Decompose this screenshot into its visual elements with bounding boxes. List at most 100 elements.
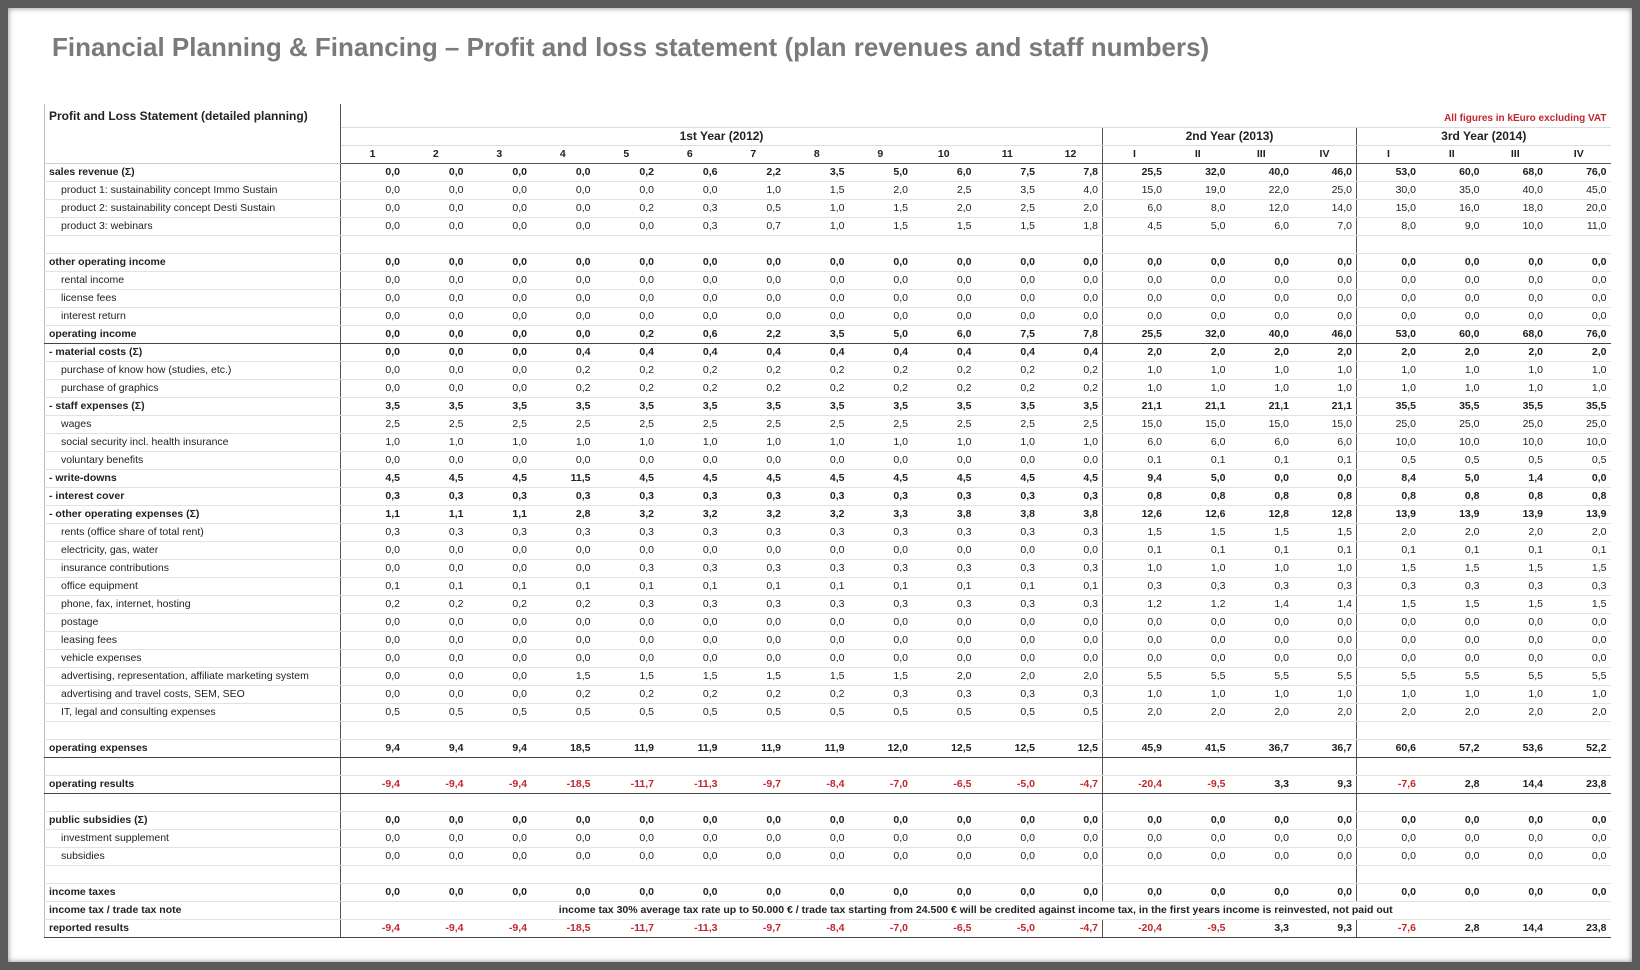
spacer-cell [467,235,531,254]
cell-value: 0,0 [404,343,468,362]
cell-value: 11,0 [1547,217,1611,236]
cell-value: 0,0 [404,883,468,902]
cell-value: 0,8 [1420,487,1484,506]
statement-row: insurance contributions 0,0 0,0 0,0 0,0 0,3 0,… [44,559,1611,578]
cell-value: 0,5 [340,703,404,722]
statement-row: interest return 0,0 0,0 0,0 0,0 0,0 0,0 0,0 0,0 0… [44,307,1611,326]
cell-value: 0,1 [467,577,531,596]
cell-value: 0,0 [1229,649,1293,668]
cell-value: 0,3 [594,559,658,578]
spacer-cell [531,865,595,884]
cell-value: 1,0 [467,433,531,452]
cell-value: 76,0 [1547,163,1611,182]
cell-value: 11,9 [785,739,849,758]
cell-value: 0,0 [340,181,404,200]
spacer-cell [1356,757,1420,776]
cell-value: 5,0 [1420,469,1484,488]
cell-value: 2,0 [975,667,1039,686]
cell-value: 0,1 [721,577,785,596]
cell-value: 0,5 [912,703,976,722]
cell-value: 2,0 [1483,343,1547,362]
cell-value: 2,0 [1293,343,1357,362]
cell-value: 35,5 [1483,397,1547,416]
cell-value: 15,0 [1102,181,1166,200]
spacer-cell [1483,865,1547,884]
column-header: 1 [340,145,404,164]
row-label: IT, legal and consulting expenses [44,703,341,722]
cell-value: 0,5 [848,703,912,722]
spacer-cell [467,793,531,812]
cell-value: 0,0 [1483,613,1547,632]
cell-value: 0,0 [975,631,1039,650]
cell-value: 0,0 [1039,541,1103,560]
cell-value: 0,0 [594,541,658,560]
cell-value: 0,3 [848,487,912,506]
cell-value: 3,5 [975,181,1039,200]
spacer-cell [594,721,658,740]
cell-value: 0,5 [721,199,785,218]
cell-value: 0,0 [340,631,404,650]
cell-value: 0,0 [531,271,595,290]
cell-value: 0,3 [594,523,658,542]
cell-value: 3,5 [658,397,722,416]
cell-value: 0,3 [848,685,912,704]
cell-value: 0,0 [340,847,404,866]
cell-value: 3,5 [975,397,1039,416]
cell-value: 0,0 [1293,631,1357,650]
cell-value: 3,3 [848,505,912,524]
row-label: operating results [44,775,341,794]
cell-value: 2,5 [848,415,912,434]
cell-value: 0,3 [1102,577,1166,596]
spacer-cell [531,235,595,254]
column-header: 10 [912,145,976,164]
statement-row: phone, fax, internet, hosting 0,2 0,2 0,2 0,… [44,595,1611,614]
cell-value: 0,0 [404,829,468,848]
cell-value: 0,0 [785,253,849,272]
cell-value: 2,5 [404,415,468,434]
cell-value: 0,0 [340,199,404,218]
spacer-cell [594,865,658,884]
cell-value: 0,1 [912,577,976,596]
cell-value: 1,0 [1166,685,1230,704]
spacer-cell [975,793,1039,812]
cell-value: 0,0 [1102,271,1166,290]
cell-value: 0,0 [1547,289,1611,308]
row-label: electricity, gas, water [44,541,341,560]
cell-value: 0,0 [594,181,658,200]
spacer-cell [1166,235,1230,254]
spacer-cell [1483,721,1547,740]
spacer-cell [1166,721,1230,740]
cell-value: 1,5 [912,217,976,236]
cell-value: 9,4 [1102,469,1166,488]
spacer-cell [404,235,468,254]
cell-value: 0,3 [1547,577,1611,596]
spacer-cell [1293,757,1357,776]
cell-value: 0,0 [1420,811,1484,830]
cell-value: 0,0 [975,829,1039,848]
cell-value: 0,0 [785,541,849,560]
cell-value: 4,5 [1102,217,1166,236]
cell-value: 0,0 [531,649,595,668]
cell-value: 0,0 [721,829,785,848]
cell-value: 0,0 [721,631,785,650]
statement-row: subsidies 0,0 0,0 0,0 0,0 0,0 0,0 0,0 0,0 0,0 0,0 0… [44,847,1611,866]
spacer-cell [404,793,468,812]
cell-value: 0,0 [721,541,785,560]
spacer-cell [404,721,468,740]
cell-value: -11,7 [594,919,658,938]
cell-value: 0,0 [531,541,595,560]
cell-value: 0,6 [658,163,722,182]
spacer-cell [658,865,722,884]
cell-value: 5,5 [1102,667,1166,686]
cell-value: 0,0 [721,307,785,326]
cell-value: 0,0 [848,289,912,308]
column-row: 1 2 3 4 5 6 7 8 9 10 11 12 I II III IV I II III IV [45,145,1611,164]
cell-value: 23,8 [1547,919,1611,938]
cell-value: 0,2 [594,379,658,398]
cell-value: 0,0 [1547,271,1611,290]
cell-value: 3,8 [912,505,976,524]
cell-value: 0,3 [340,523,404,542]
cell-value: 6,0 [1229,217,1293,236]
cell-value: 0,0 [658,883,722,902]
row-label: operating expenses [44,739,341,758]
